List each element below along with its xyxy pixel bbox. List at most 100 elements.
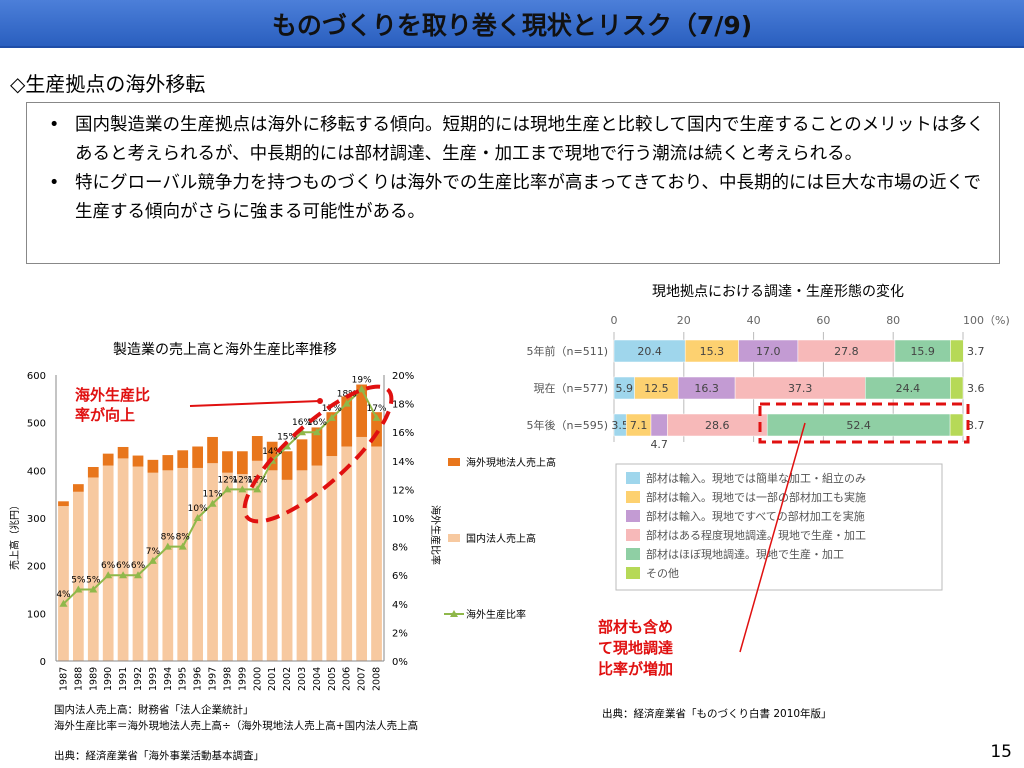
x-tick-label: 2008 xyxy=(372,667,383,691)
bar-domestic-1990 xyxy=(102,465,114,661)
left-annotation-text-line2: 率が向上 xyxy=(75,406,135,424)
bullet-box: 国内製造業の生産拠点は海外に移転する傾向。短期的には現地生産と比較して国内で生産… xyxy=(26,102,1000,264)
bar-overseas-1993 xyxy=(147,459,159,473)
right-x-tick-label: 40 xyxy=(747,314,761,327)
ratio-label-2005: 17% xyxy=(322,404,342,414)
right-legend-swatch-5 xyxy=(626,548,640,560)
x-tick-label: 2005 xyxy=(327,667,338,691)
bar-overseas-2003 xyxy=(296,439,308,471)
right-legend-swatch-6 xyxy=(626,567,640,579)
bar-overseas-1990 xyxy=(102,453,114,466)
bar-overseas-2004 xyxy=(311,427,323,466)
bar-overseas-1998 xyxy=(222,451,233,473)
right-bar-value-label: 3.5 xyxy=(611,419,629,432)
bar-overseas-1996 xyxy=(192,446,204,468)
ratio-label-1992: 6% xyxy=(131,561,146,571)
bar-overseas-1991 xyxy=(117,446,129,459)
right-annotation-text-line1: 部材も含め xyxy=(598,618,673,636)
right-row-label: 5年後（n=595) xyxy=(527,418,608,432)
bar-domestic-1996 xyxy=(192,467,204,661)
ratio-point-1998 xyxy=(223,485,232,493)
ratio-label-1988: 5% xyxy=(71,576,86,586)
bar-overseas-1995 xyxy=(177,450,189,468)
right-y-tick-label: 2% xyxy=(392,628,408,639)
right-legend-label-2: 部材は輸入。現地では一部の部材加工も実施 xyxy=(646,490,866,504)
legend-swatch-domestic xyxy=(448,534,460,542)
right-x-tick-label: 20 xyxy=(677,314,691,327)
right-legend-swatch-4 xyxy=(626,529,640,541)
bar-domestic-1989 xyxy=(87,477,99,661)
right-bar-value-label: 3.7 xyxy=(967,345,985,358)
x-tick-label: 1991 xyxy=(118,667,129,691)
bar-domestic-1999 xyxy=(236,474,248,661)
right-y-tick-label: 18% xyxy=(392,400,414,411)
right-y-tick-label: 8% xyxy=(392,543,408,554)
x-tick-label: 1996 xyxy=(193,667,204,691)
right-annotation-text-line3: 比率が増加 xyxy=(598,660,673,678)
bar-overseas-1992 xyxy=(132,455,144,467)
ratio-point-1990 xyxy=(104,571,113,579)
right-y-tick-label: 6% xyxy=(392,571,408,582)
right-bar-value-label: 12.5 xyxy=(644,382,669,395)
right-row-label: 現在（n=577) xyxy=(534,382,608,395)
right-bar-value-label: 16.3 xyxy=(694,382,719,395)
bar-overseas-2006 xyxy=(341,396,353,447)
ratio-label-1993: 7% xyxy=(146,547,161,557)
x-tick-label: 1997 xyxy=(208,667,219,691)
right-x-tick-label: 80 xyxy=(886,314,900,327)
x-tick-label: 2003 xyxy=(297,667,308,691)
right-bar-value-label: 52.4 xyxy=(846,419,871,432)
ratio-label-2003: 16% xyxy=(292,418,312,428)
right-bar-value-label: 3.7 xyxy=(967,419,985,432)
right-legend-swatch-3 xyxy=(626,510,640,522)
x-tick-label: 1995 xyxy=(178,667,189,691)
x-tick-label: 1987 xyxy=(58,667,69,691)
bar-domestic-1988 xyxy=(72,491,84,661)
x-tick-label: 1998 xyxy=(222,667,233,691)
left-annotation-ellipse xyxy=(242,384,394,524)
legend-label-overseas: 海外現地法人売上高 xyxy=(466,456,556,469)
bar-overseas-1994 xyxy=(162,455,174,471)
ratio-point-2002 xyxy=(283,442,292,450)
page-number: 15 xyxy=(990,742,1012,762)
bullet-item-2: 特にグローバル競争力を持つものづくりは海外での生産比率が高まってきており、中長期… xyxy=(49,169,987,227)
left-annotation: 海外生産比 率が向上 xyxy=(75,384,394,524)
legend-swatch-ratio-marker xyxy=(450,610,458,617)
ratio-point-2004 xyxy=(312,428,321,436)
right-legend-label-6: その他 xyxy=(646,567,679,580)
ratio-point-1997 xyxy=(208,499,217,507)
ratio-point-1991 xyxy=(119,571,128,579)
right-bar-value-label: 20.4 xyxy=(637,345,662,358)
right-y-tick-label: 14% xyxy=(392,457,414,468)
ratio-label-1997: 11% xyxy=(203,490,223,500)
bar-domestic-2007 xyxy=(356,436,368,661)
ratio-point-2007 xyxy=(357,385,366,393)
right-bar-seg-3 xyxy=(650,413,668,437)
bullet-list: 国内製造業の生産拠点は海外に移転する傾向。短期的には現地生産と比較して国内で生産… xyxy=(27,103,999,227)
right-y-tick-label: 20% xyxy=(392,371,414,382)
left-chart-axes: 0 100 200 300 400 500 600 0% 2% 4% 6% 8% 10% 12% 14% 16… xyxy=(27,371,414,691)
ratio-label-1994: 8% xyxy=(161,533,176,543)
bar-overseas-1997 xyxy=(207,436,218,464)
bar-domestic-1991 xyxy=(117,458,129,661)
left-annotation-arrow-dot xyxy=(317,398,323,404)
left-y-tick-label: 0 xyxy=(40,657,46,668)
bar-domestic-2000 xyxy=(251,460,263,661)
right-annotation-text-line2: て現地調達 xyxy=(598,639,673,657)
ratio-point-1993 xyxy=(148,556,157,564)
right-bar-value-label: 17.0 xyxy=(756,345,781,358)
x-tick-label: 2004 xyxy=(312,667,323,691)
right-bar-value-label: 5.9 xyxy=(616,382,634,395)
ratio-point-1992 xyxy=(134,571,142,579)
right-bar-seg-6 xyxy=(950,339,964,363)
bar-domestic-1992 xyxy=(132,466,144,661)
left-chart-bars xyxy=(58,384,382,661)
ratio-point-2008 xyxy=(372,413,381,421)
source-note-right: 出典：経済産業省「ものづくり白書 2010年版」 xyxy=(602,708,832,720)
right-bar-seg-6 xyxy=(949,413,964,437)
ratio-point-2006 xyxy=(342,399,351,407)
source-note-1: 国内法人売上高：財務省「法人企業統計」 xyxy=(54,704,254,716)
bar-domestic-1995 xyxy=(177,467,189,661)
bar-overseas-2005 xyxy=(326,412,338,457)
bar-domestic-2008 xyxy=(371,446,382,661)
